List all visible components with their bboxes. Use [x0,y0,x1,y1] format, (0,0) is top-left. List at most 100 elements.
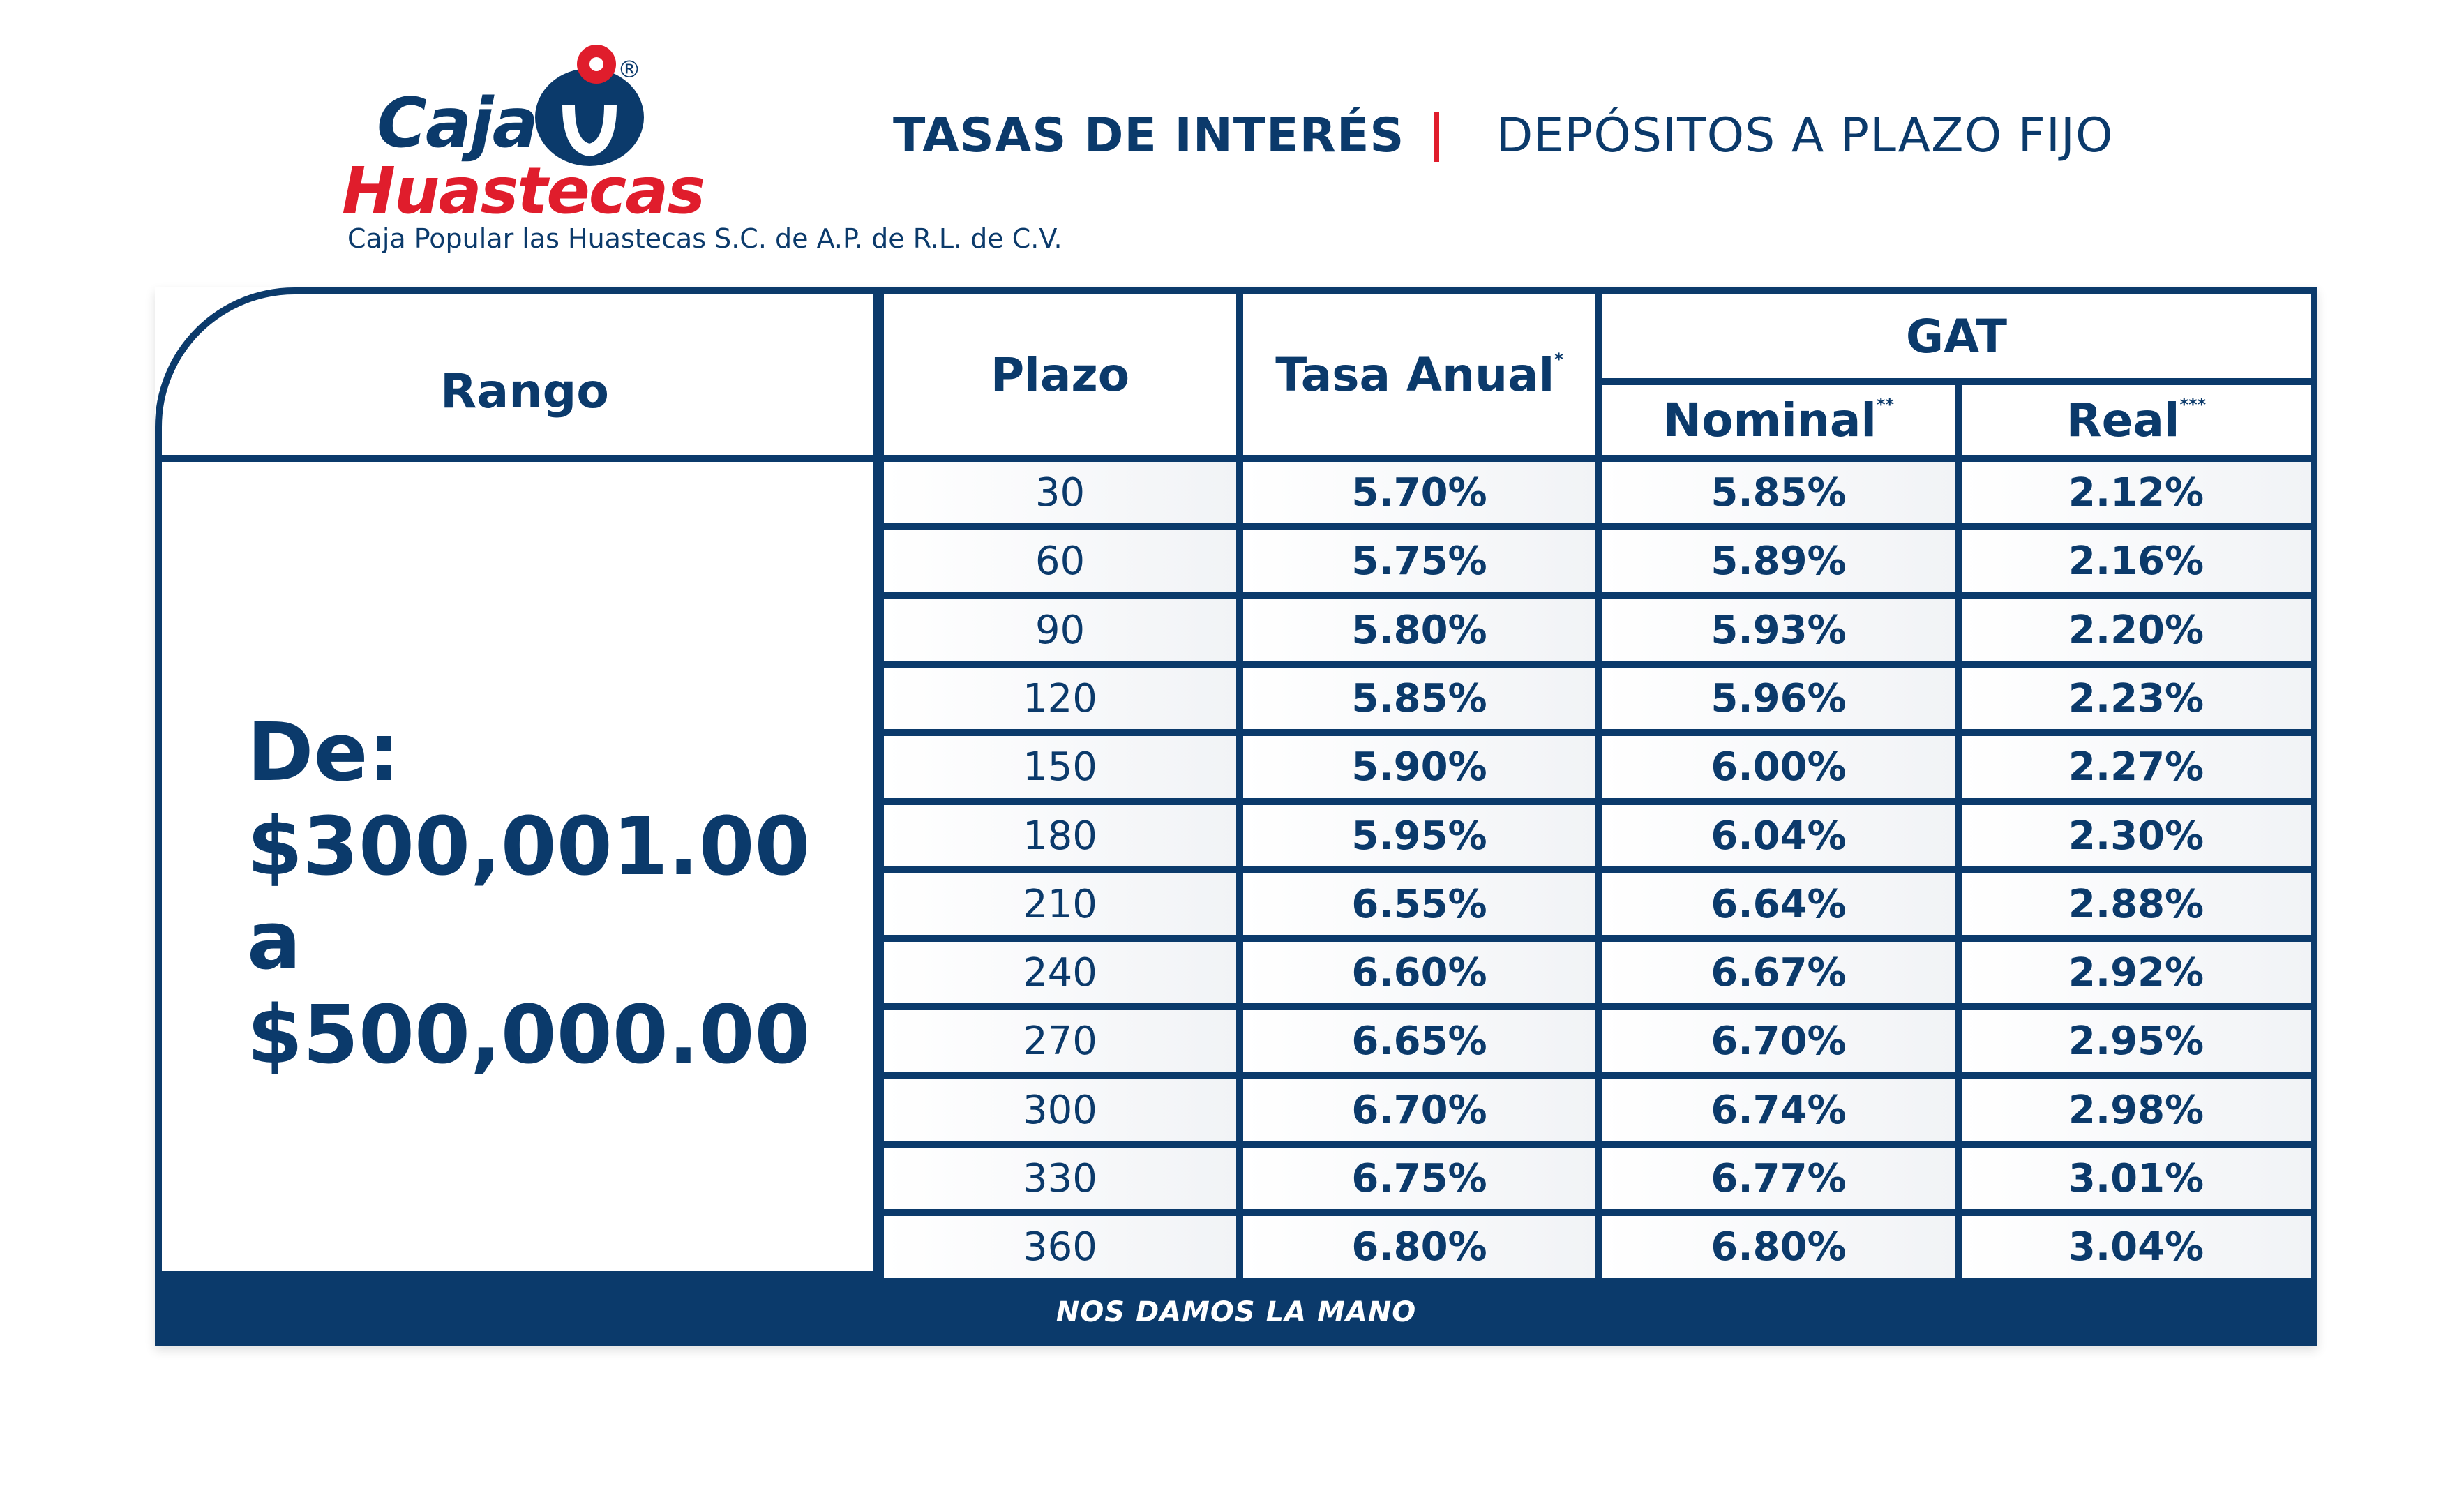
table-cell-real: 2.30% [1955,798,2317,873]
nominal-value: 6.00% [1711,744,1847,790]
legal-name: Caja Popular las Huastecas S.C. de A.P. … [347,223,1062,254]
nominal-footnote-mark: ** [1877,395,1895,414]
table-cell-plazo: 180 [877,798,1243,873]
table-cell-real: 3.01% [1955,1141,2317,1216]
real-value: 2.16% [2068,539,2204,584]
gat-header: GAT [1595,287,2317,385]
real-value: 2.23% [2068,675,2204,721]
tasa-value: 5.75% [1351,539,1487,584]
gat-header-label: GAT [1905,309,2008,363]
plazo-value: 300 [1023,1087,1097,1133]
logo-caja-text: Caja [377,84,539,163]
hand-circle-logo-icon [535,45,644,166]
real-header-label: Real [2066,393,2180,447]
rango-to-label: a [247,894,301,988]
tasa-anual-footnote-mark: * [1554,350,1563,369]
table-cell-nominal: 6.00% [1595,729,1962,805]
nominal-value: 5.96% [1711,675,1847,721]
table-cell-plazo: 150 [877,729,1243,805]
table-cell-real: 2.98% [1955,1072,2317,1148]
table-cell-tasa: 6.55% [1236,866,1602,942]
tasa-value: 6.65% [1351,1019,1487,1064]
tasa-value: 6.60% [1351,949,1487,996]
rango-from-label: De: [247,706,400,799]
table-cell-plazo: 240 [877,935,1243,1010]
table-cell-nominal: 5.85% [1595,455,1962,530]
table-cell-tasa: 5.75% [1236,523,1602,599]
table-cell-tasa: 5.90% [1236,729,1602,805]
table-cell-plazo: 360 [877,1209,1243,1285]
page-title: TASAS DE INTERÉS [893,108,1405,163]
page-subtitle: DEPÓSITOS A PLAZO FIJO [1496,108,2114,163]
plazo-value: 90 [1035,607,1085,653]
nominal-value: 6.74% [1711,1087,1847,1133]
table-cell-tasa: 6.80% [1236,1209,1602,1285]
rango-to-amount: $500,000.00 [247,989,811,1082]
tasa-value: 6.75% [1351,1155,1487,1201]
registered-mark: ® [617,56,641,84]
table-cell-tasa: 6.65% [1236,1003,1602,1079]
table-cell-plazo: 120 [877,661,1243,736]
table-cell-tasa: 6.60% [1236,935,1602,1010]
real-footnote-mark: *** [2179,395,2207,414]
table-cell-tasa: 6.70% [1236,1072,1602,1148]
table-cell-nominal: 5.93% [1595,592,1962,668]
table-cell-real: 3.04% [1955,1209,2317,1285]
tasa-anual-header: Tasa Anual * [1236,287,1602,462]
nominal-value: 5.85% [1711,470,1847,516]
table-cell-real: 2.23% [1955,661,2317,736]
real-header: Real *** [1955,378,2317,462]
table-cell-tasa: 5.95% [1236,798,1602,873]
plazo-value: 270 [1023,1019,1097,1064]
tasa-value: 5.90% [1351,744,1487,790]
footer-slogan: NOS DAMOS LA MANO [1056,1296,1417,1328]
logo-huastecas-text: Huastecas [342,153,705,228]
table-cell-real: 2.20% [1955,592,2317,668]
plazo-value: 360 [1023,1224,1097,1270]
real-value: 3.01% [2068,1155,2204,1201]
nominal-value: 5.89% [1711,539,1847,584]
tasa-value: 6.70% [1351,1087,1487,1133]
tasa-value: 5.85% [1351,675,1487,721]
brand-logo: ® Caja Huastecas [342,28,1123,265]
nominal-header-label: Nominal [1662,393,1877,447]
table-cell-plazo: 30 [877,455,1243,530]
table-cell-tasa: 6.75% [1236,1141,1602,1216]
table-cell-real: 2.88% [1955,866,2317,942]
nominal-value: 6.64% [1711,881,1847,927]
nominal-value: 6.70% [1711,1019,1847,1064]
plazo-value: 120 [1023,675,1097,721]
table-cell-nominal: 6.74% [1595,1072,1962,1148]
nominal-value: 5.93% [1711,607,1847,653]
table-cell-nominal: 5.89% [1595,523,1962,599]
plazo-header-label: Plazo [990,347,1130,402]
table-cell-plazo: 210 [877,866,1243,942]
footer-bar: NOS DAMOS LA MANO [155,1278,2317,1346]
tasa-anual-header-label: Tasa Anual [1275,347,1555,402]
nominal-value: 6.04% [1711,813,1847,859]
tasa-value: 6.55% [1351,881,1487,927]
table-cell-real: 2.95% [1955,1003,2317,1079]
real-value: 2.88% [2068,881,2204,927]
tasa-value: 5.95% [1351,813,1487,859]
table-cell-tasa: 5.80% [1236,592,1602,668]
nominal-header: Nominal ** [1595,378,1962,462]
plazo-value: 240 [1023,949,1097,996]
real-value: 2.12% [2068,470,2204,516]
table-cell-nominal: 6.04% [1595,798,1962,873]
plazo-value: 330 [1023,1155,1097,1201]
table-cell-nominal: 6.67% [1595,935,1962,1010]
table-cell-nominal: 6.80% [1595,1209,1962,1285]
table-cell-tasa: 5.85% [1236,661,1602,736]
rates-grid: Plazo Tasa Anual * GAT Nominal ** Real *** … [877,287,2317,1285]
table-cell-nominal: 5.96% [1595,661,1962,736]
title-separator [1434,112,1439,162]
real-value: 2.30% [2068,813,2204,859]
plazo-value: 180 [1023,813,1097,859]
real-value: 2.95% [2068,1019,2204,1064]
real-value: 2.92% [2068,949,2204,996]
plazo-value: 150 [1023,744,1097,790]
table-cell-plazo: 60 [877,523,1243,599]
plazo-header: Plazo [877,287,1243,462]
rango-column: Rango De: $300,001.00 a $500,000.00 [155,287,880,1278]
